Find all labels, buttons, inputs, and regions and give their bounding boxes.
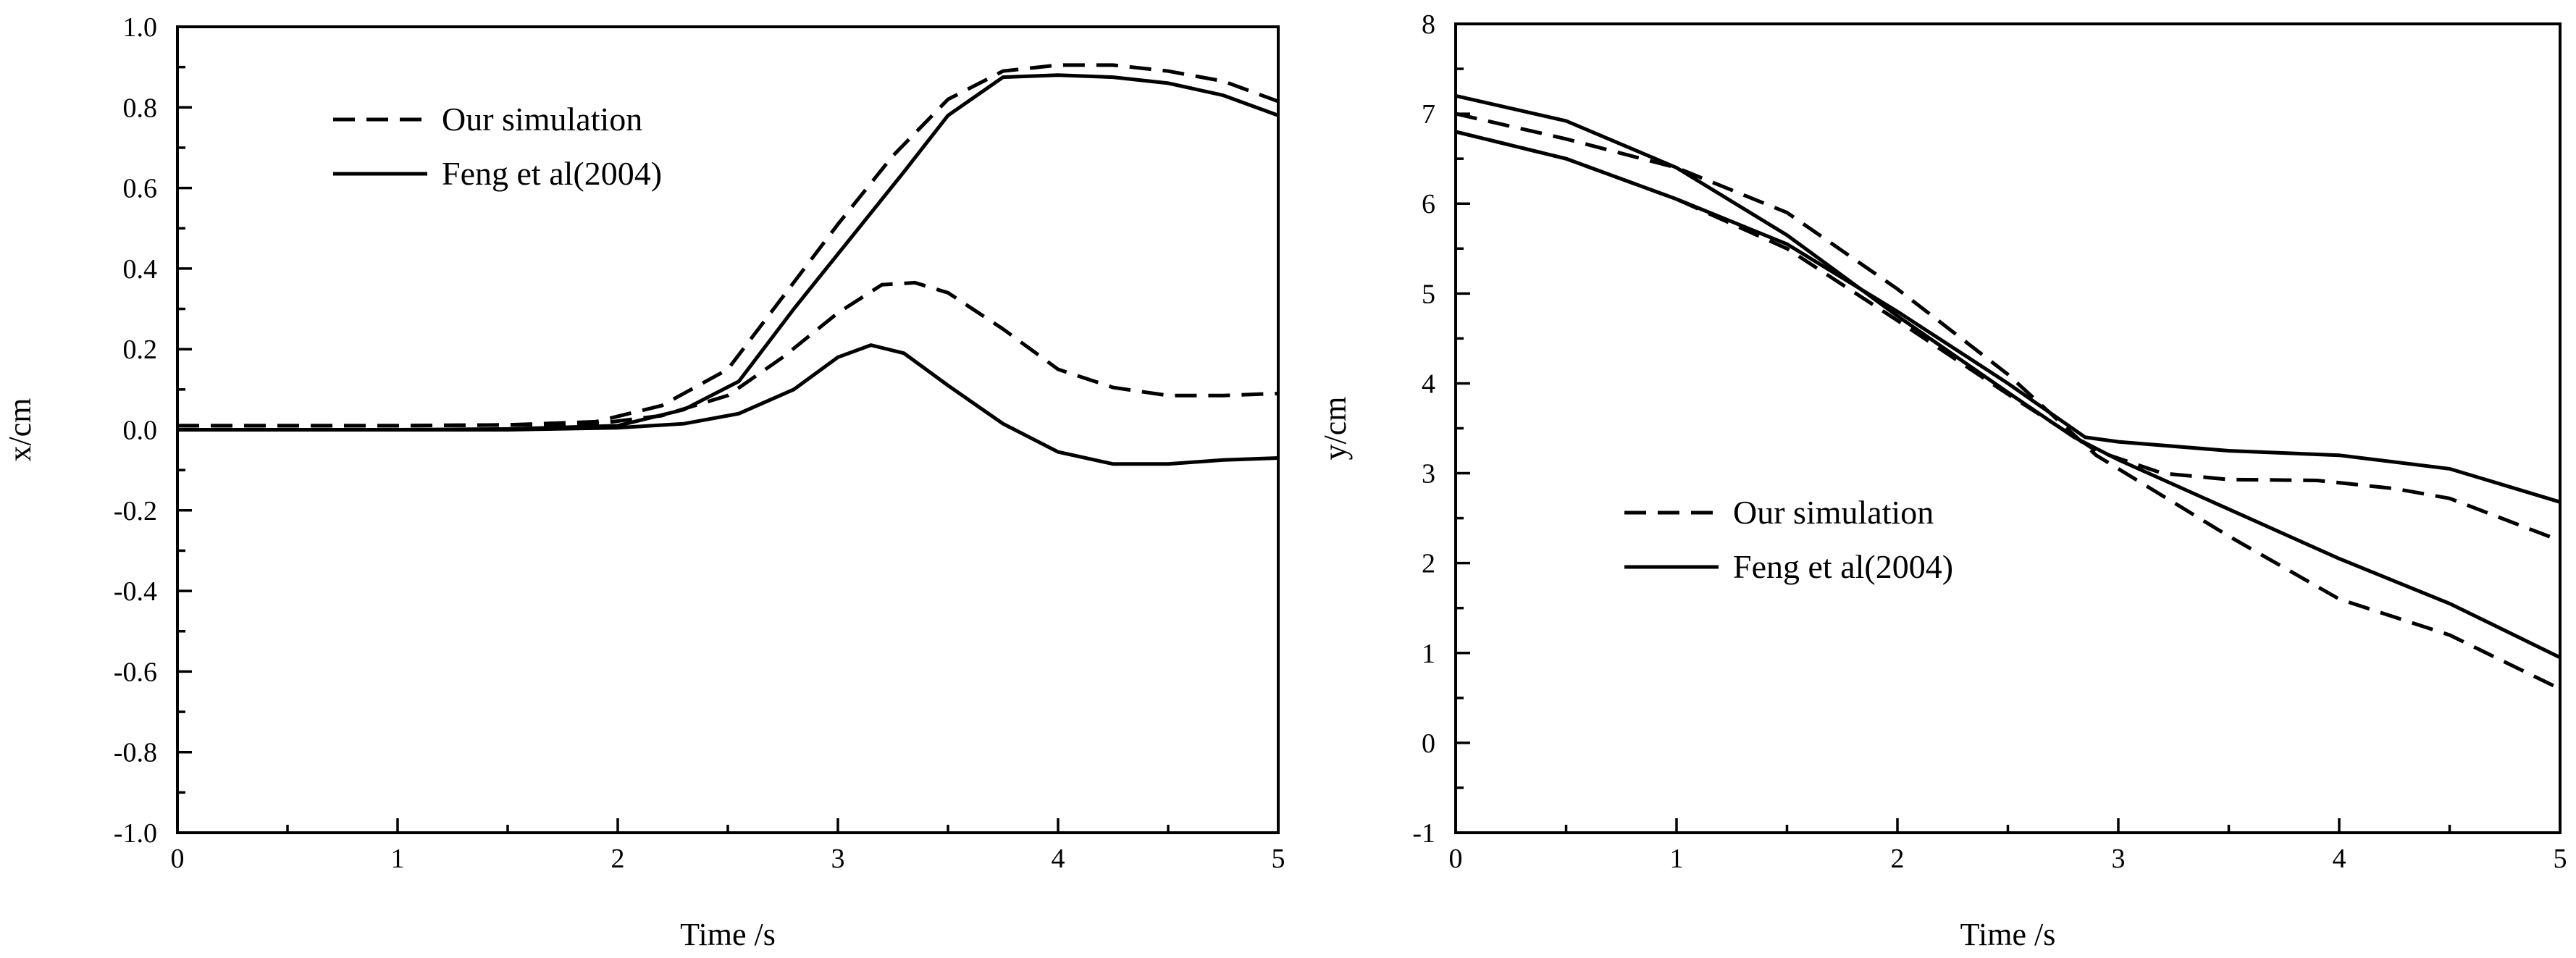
series-line-1-solid [1455, 93, 2562, 660]
y-tick-label: -0.6 [114, 657, 157, 687]
y-tick-label: 2 [1422, 549, 1435, 579]
y-tick-label: 0.2 [123, 335, 158, 365]
series-line-0-dashed [1455, 112, 2562, 691]
y-tick-label: 4 [1422, 369, 1435, 399]
y-tick-label: 1.0 [123, 12, 158, 43]
y-tick-label: -0.2 [114, 496, 157, 526]
y-tick-label: 0.6 [123, 174, 158, 204]
x-tick-label: 0 [1449, 844, 1463, 874]
y-axis-title: y/cm [1317, 397, 1353, 461]
series-line-1-solid [177, 73, 1279, 432]
x-tick-label: 1 [1670, 844, 1684, 874]
x-axis-label: Time /s [680, 917, 776, 952]
y-tick-label: -1.0 [114, 818, 157, 849]
x-tick-label: 1 [391, 844, 405, 874]
y-tick-label: 1 [1422, 639, 1435, 669]
y-tick-label: 0 [1422, 728, 1435, 759]
y-tick-label: 3 [1422, 459, 1435, 489]
y-tick-label: 5 [1422, 279, 1435, 309]
legend-label-our-simulation: Our simulation [442, 101, 642, 138]
legend: Our simulation Feng et al(2004) [333, 101, 662, 192]
x-tick-label: 5 [2554, 844, 2567, 874]
legend: Our simulation Feng et al(2004) [1624, 494, 1953, 585]
y-tick-label: -0.4 [114, 576, 157, 607]
y-tick-label: -1 [1412, 818, 1435, 849]
y-tick-label: 0.4 [123, 254, 158, 285]
legend-label-our-simulation: Our simulation [1733, 494, 1934, 531]
y-tick-label: 6 [1422, 189, 1435, 219]
y-tick-label: -0.8 [114, 738, 157, 768]
series-line-3-solid [177, 343, 1279, 466]
y-axis-label: x/cm [2, 398, 38, 462]
y-displacement-chart: y/cm Time /s Our simulation Feng et al(2… [1317, 9, 2567, 952]
x-tick-label: 4 [1052, 844, 1065, 874]
series-line-2-dashed [177, 280, 1279, 428]
x-tick-label: 3 [2112, 844, 2126, 874]
y-axis-label: y/cm [1317, 397, 1353, 461]
x-tick-label: 0 [171, 844, 185, 874]
y-tick-label: 0.0 [123, 416, 158, 446]
y-axis-title: x/cm [2, 398, 38, 462]
legend-label-feng: Feng et al(2004) [442, 155, 662, 192]
y-tick-label: 7 [1422, 99, 1435, 130]
y-tick-label: 0.8 [123, 93, 158, 123]
series-line-3-solid [1455, 130, 2561, 504]
y-tick-label: 8 [1422, 9, 1435, 40]
series-line-2-dashed [1455, 130, 2561, 542]
x-displacement-chart: x/cm Time /s Our simulation Feng et al(2… [2, 12, 1285, 952]
x-tick-label: 2 [1891, 844, 1905, 874]
x-tick-label: 2 [611, 844, 625, 874]
x-tick-label: 3 [831, 844, 845, 874]
legend-label-feng: Feng et al(2004) [1733, 548, 1953, 585]
x-tick-label: 4 [2333, 844, 2346, 874]
x-tick-label: 5 [1272, 844, 1285, 874]
x-axis-label: Time /s [1960, 917, 2056, 952]
